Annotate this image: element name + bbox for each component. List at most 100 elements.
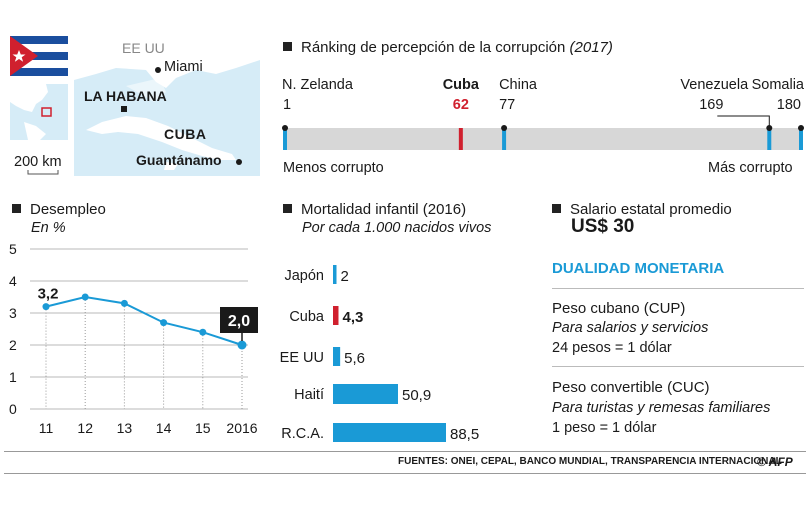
ranking-dot-0 [282, 125, 288, 131]
ranking-dot-2 [501, 125, 508, 131]
currency-divider-2 [552, 366, 804, 367]
ranking-rank-2: 77 [499, 97, 515, 113]
ranking-dot-4 [798, 125, 804, 131]
point-2 [120, 299, 128, 307]
bar-category-4: R.C.A. [281, 426, 324, 442]
bar-value-1: 4,3 [342, 309, 363, 326]
bar-category-2: EE UU [280, 350, 324, 366]
ranking-marker-4 [799, 128, 803, 150]
map-scale-label: 200 km [14, 154, 62, 170]
bar-category-0: Japón [284, 268, 324, 284]
ranking-marker-2 [502, 128, 507, 150]
label-last-box [220, 307, 258, 333]
cuc-name: Peso convertible (CUC) [552, 379, 710, 396]
locator-map [10, 84, 68, 140]
ranking-title-text: Ránking de percepción de la corrupción [301, 39, 566, 56]
unemployment-line [45, 295, 243, 346]
ranking-name-0: N. Zelanda [282, 77, 354, 93]
point-5 [237, 340, 247, 350]
map-label-cuba: CUBA [164, 126, 207, 142]
ranking-marker-1 [458, 128, 463, 150]
bullet-square-icon [283, 204, 292, 213]
cup-rate: 24 pesos = 1 dólar [552, 340, 672, 356]
y-tick-1: 1 [9, 369, 17, 385]
ranking-name-1: Cuba [443, 77, 480, 93]
point-0 [42, 303, 50, 311]
unemployment-title: Desempleo [12, 201, 106, 218]
footer-credit: © AFP [757, 455, 793, 469]
bar-value-0: 2 [341, 268, 349, 285]
ranking-rank-1: 62 [453, 97, 469, 113]
y-tick-2: 2 [9, 337, 17, 353]
x-tick-3: 14 [156, 420, 172, 436]
label-first: 3,2 [38, 286, 59, 303]
point-1 [81, 293, 89, 301]
bar-category-1: Cuba [289, 309, 325, 325]
cuc-rate: 1 peso = 1 dólar [552, 420, 657, 436]
map-panel: EE UU Miami LA HABANA CUBA Guantánamo 20… [6, 30, 262, 178]
bullet-square-icon [12, 204, 21, 213]
map-label-miami: Miami [164, 59, 203, 75]
bar-0 [333, 265, 337, 284]
y-tick-3: 3 [9, 305, 17, 321]
ranking-leader-line [717, 115, 770, 128]
footer-sources: FUENTES: ONEI, CEPAL, BANCO MUNDIAL, TRA… [398, 456, 782, 467]
ranking-left-label: Menos corrupto [283, 160, 384, 176]
bar-4 [333, 423, 446, 442]
point-4 [199, 328, 207, 336]
currency-divider-1 [552, 288, 804, 289]
bar-2 [333, 347, 341, 366]
cup-use: Para salarios y servicios [552, 320, 709, 336]
unemployment-unit: En % [31, 220, 66, 236]
map-label-guantanamo: Guantánamo [136, 152, 222, 168]
y-tick-0: 0 [9, 401, 17, 417]
x-tick-2: 13 [117, 420, 133, 436]
currency-title: DUALIDAD MONETARIA [552, 260, 725, 277]
x-tick-5: 2016 [226, 420, 257, 436]
ranking-scale-bar [285, 128, 801, 150]
bar-value-2: 5,6 [344, 350, 365, 367]
salary-value: US$ 30 [571, 216, 635, 237]
ranking-title: Ránking de percepción de la corrupción (… [283, 39, 613, 56]
x-tick-1: 12 [77, 420, 93, 436]
infant-title: Mortalidad infantil (2016) [283, 201, 466, 218]
infant-title-text: Mortalidad infantil (2016) [301, 201, 467, 218]
bullet-square-icon [552, 204, 561, 213]
footer-rule-bottom [4, 473, 806, 474]
map-graphic [10, 36, 260, 176]
map-label-country: EE UU [122, 40, 165, 56]
bar-value-3: 50,9 [402, 387, 431, 404]
infant-chart: Japón 2 Cuba 4,3 EE UU 5,6 Haití 50,9 R.C.A. 88,5 [280, 265, 479, 442]
map-label-capital: LA HABANA [84, 88, 167, 104]
unemployment-title-text: Desempleo [30, 201, 106, 218]
x-tick-0: 11 [39, 420, 54, 436]
ranking-name-2: China [499, 77, 538, 93]
ranking-year: (2017) [569, 39, 613, 56]
y-tick-5: 5 [9, 241, 17, 257]
salary-title: Salario estatal promedio [552, 201, 732, 218]
cuc-use: Para turistas y remesas familiares [552, 400, 771, 416]
ranking-bar-graphic: N. Zelanda 1 Cuba 62 China 77 Venezuela 169 Soma… [282, 77, 805, 150]
bar-1 [333, 306, 339, 325]
bullet-square-icon [283, 42, 292, 51]
bar-category-3: Haití [294, 387, 324, 403]
bar-value-4: 88,5 [450, 426, 479, 442]
bar-3 [333, 384, 398, 404]
label-last: 2,0 [228, 313, 250, 330]
cuba-flag-icon [10, 36, 68, 76]
salary-title-text: Salario estatal promedio [570, 201, 732, 218]
y-tick-4: 4 [9, 273, 17, 289]
ranking-rank-3: 169 [699, 97, 723, 113]
ranking-rank-0: 1 [283, 97, 291, 113]
infant-subtitle: Por cada 1.000 nacidos vivos [302, 220, 492, 236]
ranking-right-label: Más corrupto [708, 160, 793, 176]
ranking-name-4: Somalia [752, 77, 805, 93]
ranking-rank-4: 180 [777, 97, 801, 113]
x-tick-4: 15 [195, 420, 211, 436]
ranking-marker-0 [283, 128, 287, 150]
cup-name: Peso cubano (CUP) [552, 300, 686, 317]
point-3 [160, 319, 168, 327]
ranking-name-3: Venezuela [680, 77, 749, 93]
ranking-marker-3 [767, 128, 772, 150]
